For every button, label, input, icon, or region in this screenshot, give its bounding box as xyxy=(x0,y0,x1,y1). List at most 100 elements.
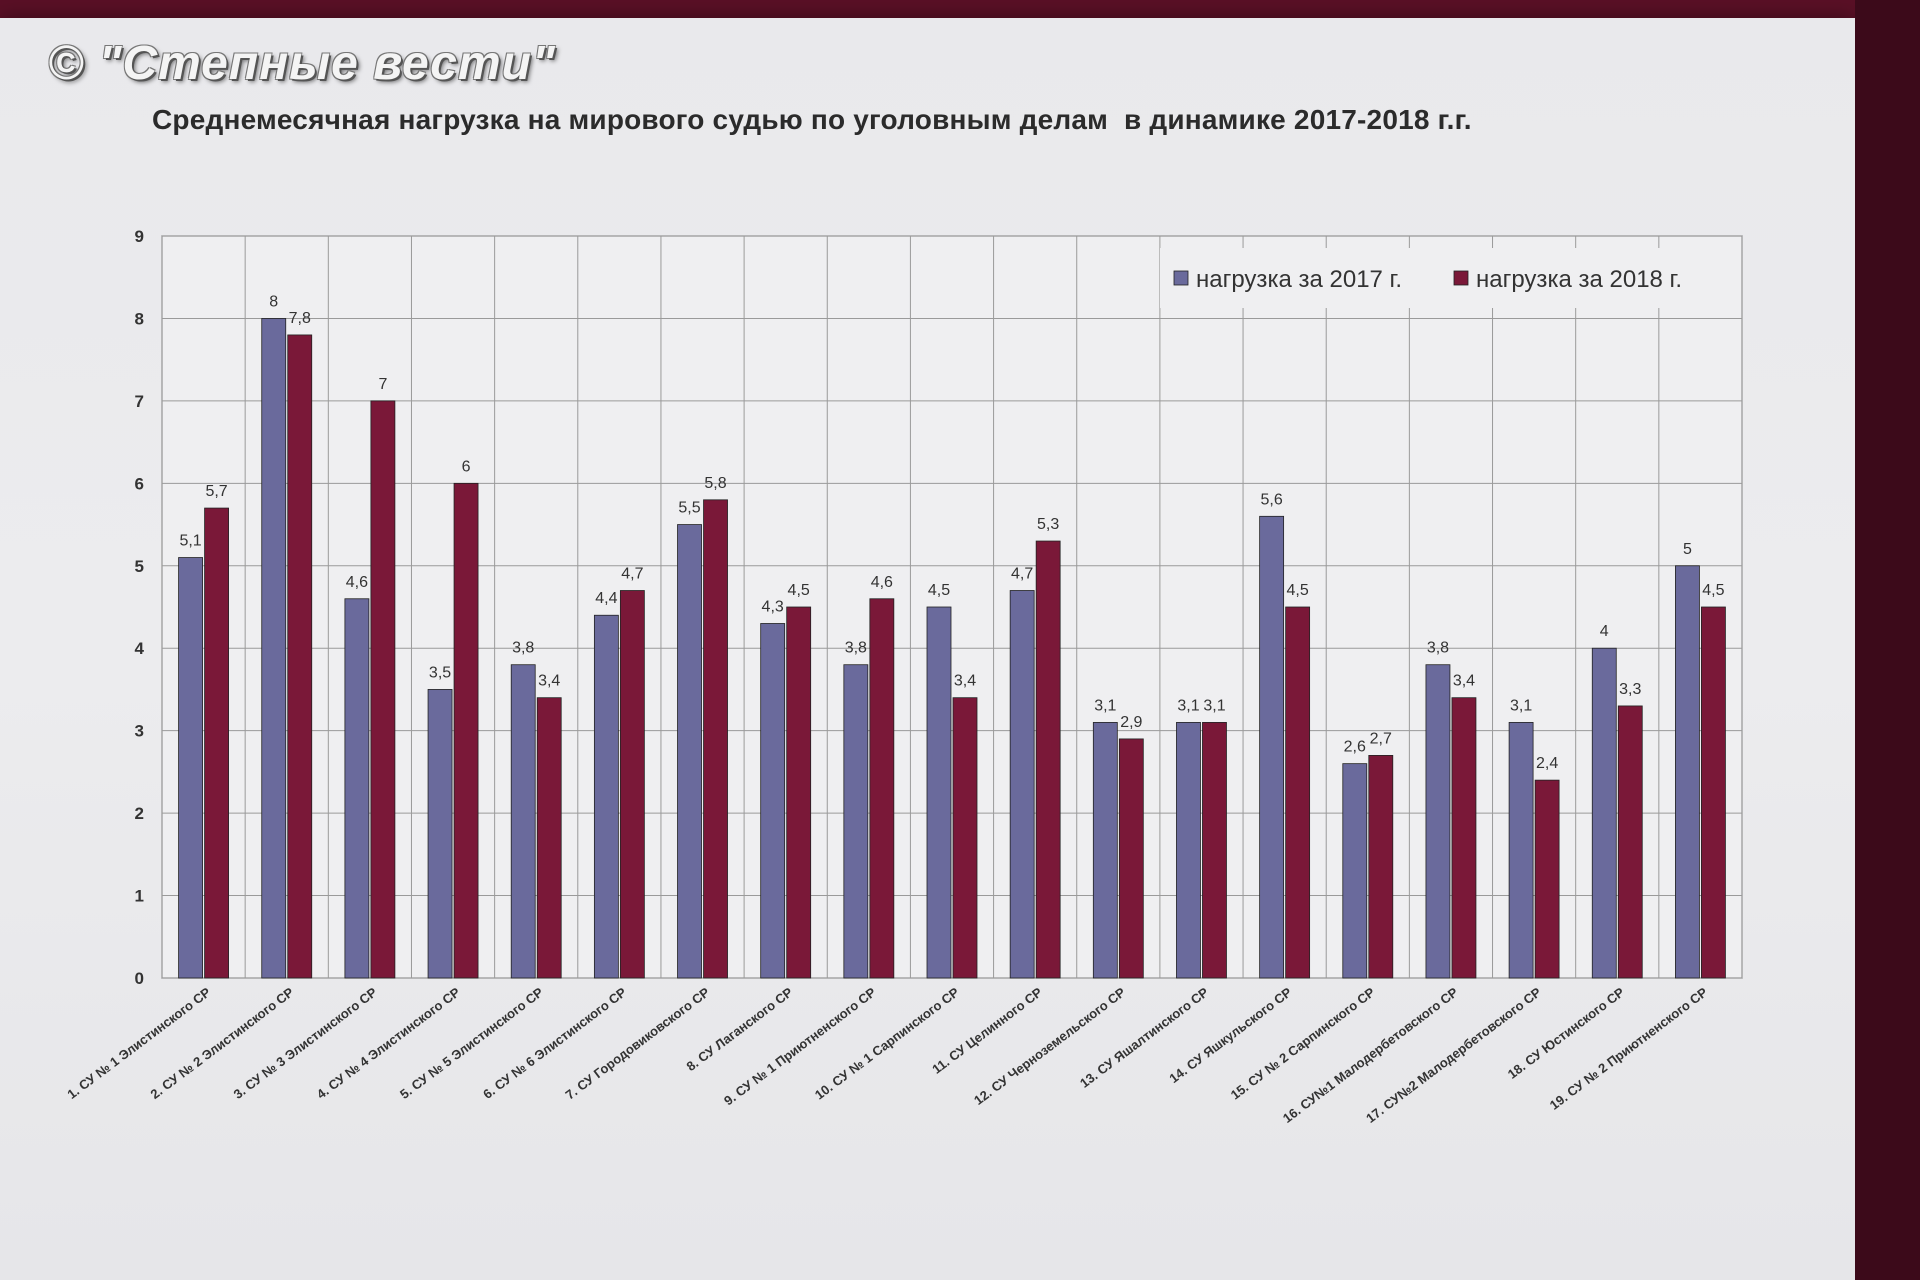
bar-2018 xyxy=(1368,755,1394,979)
background-edge xyxy=(1855,0,1920,1280)
bar-2018 xyxy=(1701,606,1726,979)
bar-2018 xyxy=(204,507,229,979)
bar-2017 xyxy=(593,614,619,979)
category-label: 4. СУ № 4 Элистинского СР xyxy=(314,984,463,1102)
value-labels: 5,184,63,53,84,45,54,33,84,54,73,1 3,15,6… xyxy=(179,293,1724,772)
bar-2017 xyxy=(261,318,287,979)
bar-2018 xyxy=(1617,705,1643,979)
value-label: 3,1 xyxy=(1094,697,1116,714)
category-label: 16. СУ№1 Малодербетовского СР xyxy=(1280,984,1461,1126)
bar-2017 xyxy=(1259,515,1285,979)
value-label: 4,7 xyxy=(1011,566,1033,583)
value-label: 3,8 xyxy=(845,640,867,657)
category-label: 17. СУ№2 Малодербетовского СР xyxy=(1363,984,1544,1126)
bar-2018 xyxy=(869,598,895,979)
bar-2017 xyxy=(1591,647,1617,979)
bar-2017 xyxy=(427,689,453,979)
legend-label: нагрузка за 2018 г. xyxy=(1476,266,1682,293)
value-label: 3,3 xyxy=(1619,681,1641,698)
bar-2017 xyxy=(843,664,869,979)
value-label: 3,4 xyxy=(1453,673,1475,690)
value-label: 2,9 xyxy=(1120,714,1142,731)
bar-2018 xyxy=(1285,606,1311,979)
bar-2018 xyxy=(786,606,812,979)
category-label: 19. СУ № 2 Приютненского СР xyxy=(1547,984,1711,1112)
bar-2017 xyxy=(1092,722,1118,979)
legend-box xyxy=(1160,248,1720,308)
bar-2017 xyxy=(344,598,370,979)
value-label: 5,7 xyxy=(205,483,227,500)
bar-2018 xyxy=(453,482,479,979)
category-label: 7. СУ Городовиковского СР xyxy=(563,984,713,1102)
value-label: 3,4 xyxy=(538,673,560,690)
category-label: 12. СУ Черноземельского СР xyxy=(971,984,1128,1108)
bar-2018 xyxy=(619,590,645,979)
value-label: 3,5 xyxy=(429,664,451,681)
bar-2018 xyxy=(703,499,728,979)
value-label: 3,1 xyxy=(1177,697,1199,714)
category-label: 6. СУ № 6 Элистинского СР xyxy=(480,984,629,1102)
category-labels: 1. СУ № 1 Элистинского СР2. СУ № 2 Элист… xyxy=(64,984,1710,1126)
y-tick-label: 6 xyxy=(135,474,144,493)
category-label: 5. СУ № 5 Элистинского СР xyxy=(397,984,546,1102)
category-label: 15. СУ № 2 Сарпинского СР xyxy=(1228,984,1378,1102)
value-label: 4,3 xyxy=(762,598,784,615)
value-label: 4 xyxy=(1600,623,1609,640)
value-label: 3,8 xyxy=(512,640,534,657)
bar-2017 xyxy=(926,606,952,979)
plot-area xyxy=(161,235,1743,979)
legend-label: нагрузка за 2017 г. xyxy=(1196,266,1402,293)
value-label: 4,6 xyxy=(346,574,368,591)
bar-2018 xyxy=(952,697,978,979)
bar-2017 xyxy=(760,623,786,979)
bar-2017 xyxy=(1425,664,1451,979)
legend-swatch xyxy=(1173,270,1189,286)
y-tick-label: 1 xyxy=(135,887,144,906)
chart-title: Среднемесячная нагрузка на мирового судь… xyxy=(152,104,1472,135)
legend: нагрузка за 2017 г. нагрузка за 2018 г. xyxy=(1160,248,1720,308)
y-axis-ticks: 0 1 2 3 4 5 6 7 8 9 xyxy=(135,227,145,988)
value-label: 5,3 xyxy=(1037,516,1059,533)
value-label: 3,1 xyxy=(1203,697,1225,714)
bar-2018 xyxy=(1451,697,1477,979)
bar-2018 xyxy=(1118,738,1144,979)
value-label: 2,4 xyxy=(1536,755,1558,772)
bar-2017 xyxy=(1176,722,1201,979)
y-tick-label: 9 xyxy=(135,227,144,246)
bar-2017 xyxy=(677,524,702,979)
value-label: 5 xyxy=(1683,541,1692,558)
value-label: 5,6 xyxy=(1261,491,1283,508)
y-tick-label: 0 xyxy=(135,969,144,988)
y-tick-label: 8 xyxy=(135,309,144,328)
value-label: 4,5 xyxy=(1702,582,1724,599)
value-label: 4,5 xyxy=(1287,582,1309,599)
bar-2018 xyxy=(536,697,562,979)
bar-2018 xyxy=(1534,779,1560,979)
value-label: 4,5 xyxy=(928,582,950,599)
y-tick-label: 5 xyxy=(135,557,144,576)
value-label: 4,5 xyxy=(788,582,810,599)
value-label: 2,7 xyxy=(1370,730,1392,747)
bar-2017 xyxy=(1675,565,1700,979)
bar-2017 xyxy=(178,557,203,979)
value-label: 5,1 xyxy=(179,533,201,550)
legend-swatch xyxy=(1453,270,1469,286)
category-label: 10. СУ № 1 Сарпинского СР xyxy=(812,984,962,1102)
value-label: 5,5 xyxy=(678,500,700,517)
y-tick-label: 4 xyxy=(135,639,145,658)
value-label: 3,4 xyxy=(954,673,976,690)
bar-2018 xyxy=(370,400,396,979)
watermark: © "Степные вести" xyxy=(48,37,556,90)
bar-2017 xyxy=(1009,590,1035,979)
y-tick-label: 7 xyxy=(135,392,144,411)
bar-2018 xyxy=(1035,540,1061,979)
value-label: 8 xyxy=(269,293,278,310)
value-label: 3,8 xyxy=(1427,640,1449,657)
bar-2017 xyxy=(1342,763,1368,979)
category-label: 9. СУ № 1 Приютненского СР xyxy=(721,984,879,1108)
value-label: 2,6 xyxy=(1344,739,1366,756)
category-label: 3. СУ № 3 Элистинского СР xyxy=(231,984,380,1102)
grid xyxy=(161,235,1743,979)
bar-2018 xyxy=(287,334,313,979)
